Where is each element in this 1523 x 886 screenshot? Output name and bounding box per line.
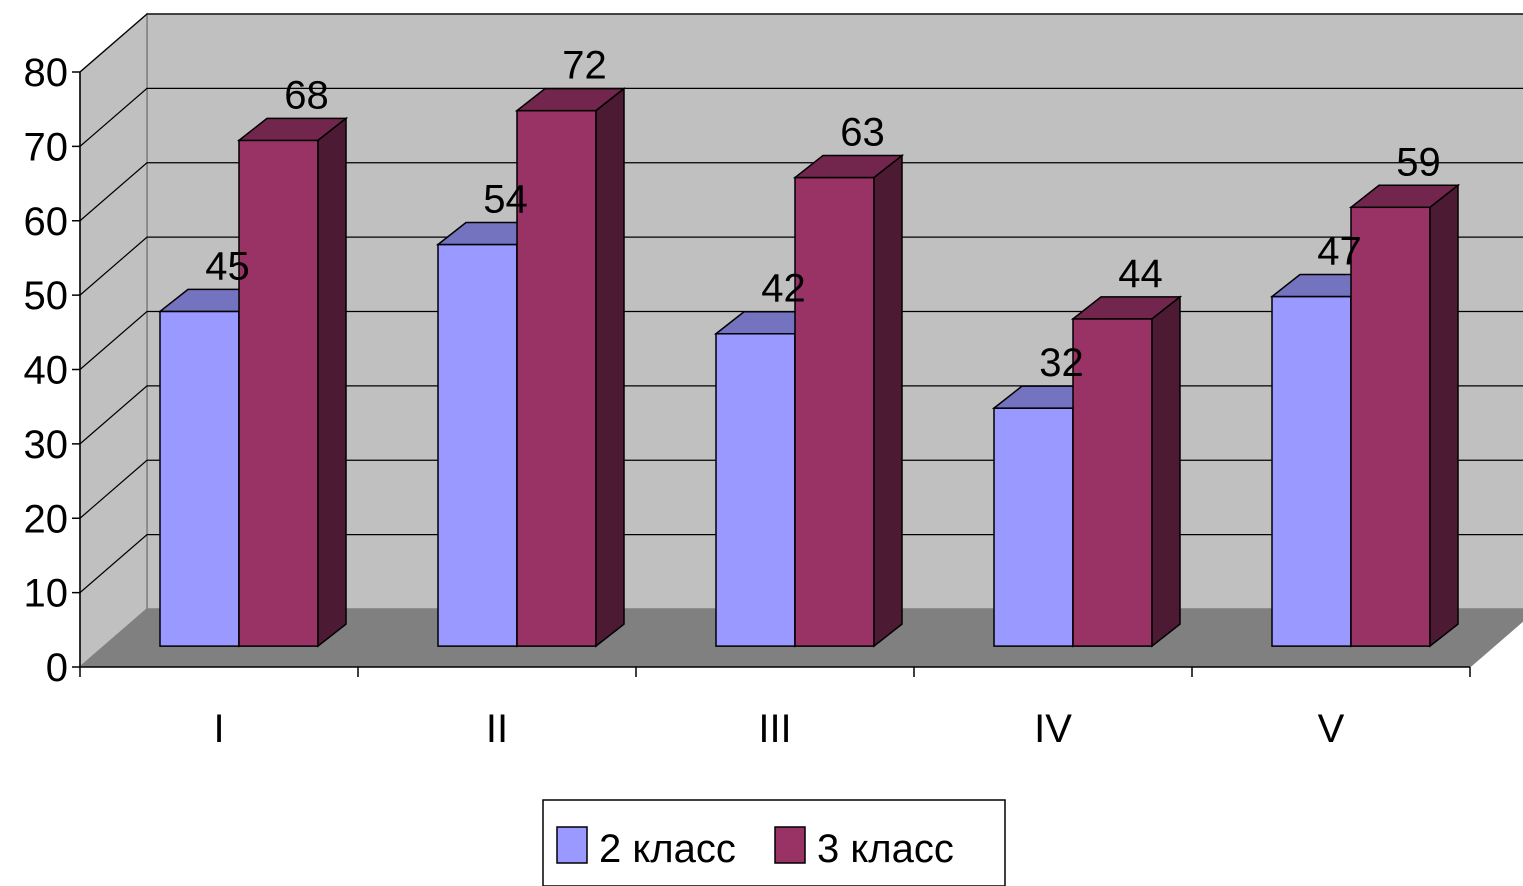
- legend-swatch: [556, 826, 588, 864]
- bar-front: [159, 310, 240, 647]
- y-tick-label: 0: [46, 646, 68, 690]
- bar-front: [1072, 318, 1153, 647]
- bar-front: [238, 139, 319, 647]
- bar-front: [1350, 206, 1431, 647]
- legend-label: 2 класс: [599, 827, 736, 871]
- data-label: 59: [1396, 140, 1441, 184]
- gridline: [79, 162, 1523, 222]
- y-tick-label: 60: [24, 200, 69, 244]
- data-label: 63: [840, 111, 885, 155]
- gridline: [79, 87, 1523, 147]
- x-tick-label: I: [213, 707, 224, 751]
- gridline: [79, 13, 1523, 73]
- data-label: 68: [284, 73, 329, 117]
- x-tick-label: III: [758, 707, 791, 751]
- y-tick-label: 50: [24, 274, 69, 318]
- legend: 2 класс 3 класс: [542, 799, 1006, 886]
- x-tick-label: IV: [1034, 707, 1072, 751]
- bar-front: [794, 176, 875, 647]
- x-tick-label: II: [486, 707, 508, 751]
- legend-box: [542, 799, 1006, 886]
- bar-front: [715, 332, 796, 647]
- bar-side: [317, 116, 347, 648]
- legend-label: 3 класс: [817, 827, 954, 871]
- y-tick-label: 20: [24, 497, 69, 541]
- bar-front: [993, 407, 1074, 647]
- data-labels: 45 68 54 72 42 63 32 44 47 59: [205, 44, 1441, 385]
- bar-side: [1429, 183, 1459, 648]
- data-label: 54: [483, 177, 528, 221]
- bar-front: [516, 109, 597, 647]
- y-tick-label: 30: [24, 423, 69, 467]
- bar: [514, 87, 627, 648]
- gridline: [79, 310, 1523, 370]
- bar: [1070, 295, 1183, 648]
- bar-side: [595, 87, 625, 648]
- legend-swatch: [774, 826, 806, 864]
- bar-side: [873, 154, 903, 648]
- y-tick-label: 10: [24, 572, 69, 616]
- y-tick-label: 80: [24, 51, 69, 95]
- bar: [236, 116, 349, 648]
- x-tick-label: V: [1318, 707, 1345, 751]
- bar-front: [437, 243, 518, 647]
- y-tick-label: 70: [24, 125, 69, 169]
- data-label: 44: [1118, 252, 1163, 296]
- data-label: 72: [562, 44, 607, 88]
- bar-side: [1151, 295, 1181, 648]
- y-tick-label: 40: [24, 349, 69, 393]
- gridline: [79, 236, 1523, 296]
- data-label: 45: [205, 244, 250, 288]
- bar: [792, 154, 905, 648]
- data-label: 47: [1317, 230, 1362, 274]
- data-label: 32: [1039, 341, 1084, 385]
- bar-front: [1271, 295, 1352, 647]
- data-label: 42: [761, 267, 806, 311]
- bars: [157, 87, 1461, 648]
- bar: [1348, 183, 1461, 648]
